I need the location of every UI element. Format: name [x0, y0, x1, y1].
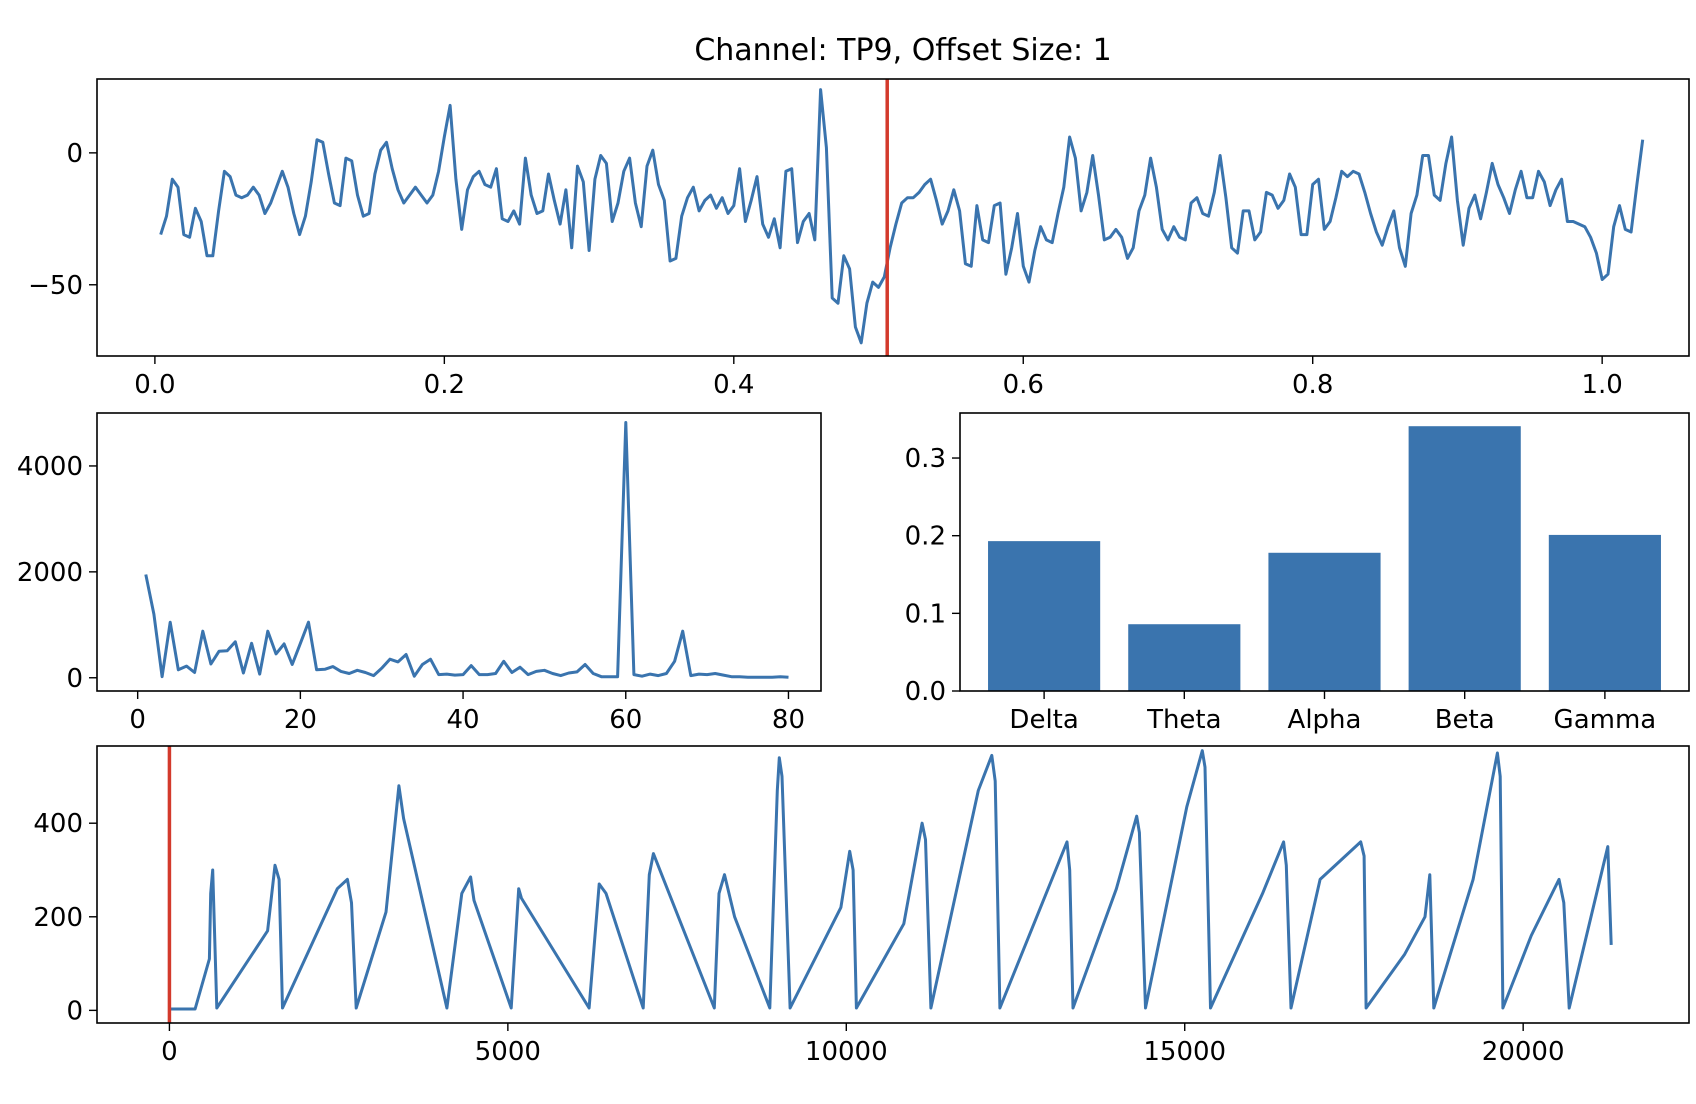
spectrum-axes-frame	[96, 412, 822, 692]
full-recording-axes-frame	[96, 745, 1690, 1024]
1|spectrum-xtick-label: 60	[609, 705, 642, 735]
full-recording-ytick-label: 200	[33, 903, 83, 933]
spectrum-plot: 0 20 40 60 80 0 2000 4000	[17, 412, 822, 735]
bar-label-theta: Theta	[1146, 705, 1221, 735]
bar-beta	[1408, 426, 1521, 691]
band-power-ytick-label: 0.3	[905, 444, 946, 474]
1|spectrum-xtick-label: 0	[129, 705, 146, 735]
bar-label-beta: Beta	[1435, 705, 1495, 735]
bar-label-gamma: Gamma	[1554, 705, 1657, 735]
time-series-plot: 0.0 0.2 0.4 0.6 0.8 1.0 0 −50	[28, 78, 1690, 400]
0|time-series-xtick-label: 1.0	[1581, 370, 1622, 400]
time-series-ytick-label: 0	[66, 139, 83, 169]
spectrum-ytick-label: 0	[66, 664, 83, 694]
3|full-recording-xtick-label: 5000	[475, 1037, 541, 1067]
0|time-series-xtick-label: 0.8	[1292, 370, 1333, 400]
bar-label-alpha: Alpha	[1288, 705, 1362, 735]
band-power-plot: Delta Theta Alpha Beta Gamma 0.0 0.1 0.2 0.3	[905, 412, 1690, 735]
3|full-recording-xtick-label: 15000	[1143, 1037, 1226, 1067]
band-power-ytick-label: 0.2	[905, 522, 946, 552]
spectrum-ytick-label: 4000	[17, 452, 83, 482]
spectrum-line	[144, 421, 789, 679]
full-recording-line	[169, 749, 1613, 1011]
bar-delta	[988, 541, 1101, 691]
0|time-series-xtick-label: 0.4	[713, 370, 754, 400]
1|spectrum-xtick-label: 80	[772, 705, 805, 735]
bar-gamma	[1548, 534, 1661, 691]
1|spectrum-xtick-label: 40	[447, 705, 480, 735]
band-power-ytick-label: 0.1	[905, 599, 946, 629]
0|time-series-xtick-label: 0.0	[134, 370, 175, 400]
time-series-axes-frame	[96, 78, 1690, 357]
3|full-recording-xtick-label: 0	[161, 1037, 178, 1067]
band-power-axes-frame	[959, 412, 1690, 692]
full-recording-ytick-label: 400	[33, 809, 83, 839]
3|full-recording-xtick-label: 10000	[805, 1037, 888, 1067]
3|full-recording-xtick-label: 20000	[1482, 1037, 1565, 1067]
1|spectrum-xtick-label: 20	[284, 705, 317, 735]
band-power-ytick-label: 0.0	[905, 677, 946, 707]
time-series-ytick-label: −50	[28, 271, 83, 301]
bar-label-delta: Delta	[1009, 705, 1078, 735]
0|time-series-xtick-label: 0.2	[424, 370, 465, 400]
time-series-line	[159, 88, 1645, 345]
spectrum-ytick-label: 2000	[17, 558, 83, 588]
0|time-series-xtick-label: 0.6	[1003, 370, 1044, 400]
bar-theta	[1128, 624, 1241, 691]
full-recording-ytick-label: 0	[66, 996, 83, 1026]
figure-title: Channel: TP9, Offset Size: 1	[694, 33, 1111, 68]
bar-alpha	[1268, 552, 1381, 691]
full-recording-plot: 0 5000 10000 15000 20000 0 200 400	[33, 745, 1690, 1067]
